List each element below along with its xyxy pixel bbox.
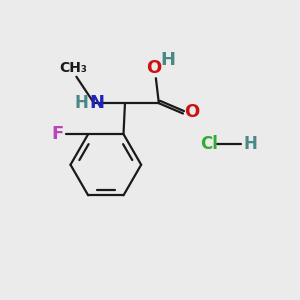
Text: H: H [75,94,88,112]
Text: O: O [146,59,161,77]
Text: H: H [244,135,258,153]
Text: N: N [89,94,104,112]
Text: H: H [161,51,176,69]
Text: O: O [184,103,200,121]
Text: CH₃: CH₃ [59,61,87,76]
Text: F: F [52,125,64,143]
Text: Cl: Cl [200,135,218,153]
